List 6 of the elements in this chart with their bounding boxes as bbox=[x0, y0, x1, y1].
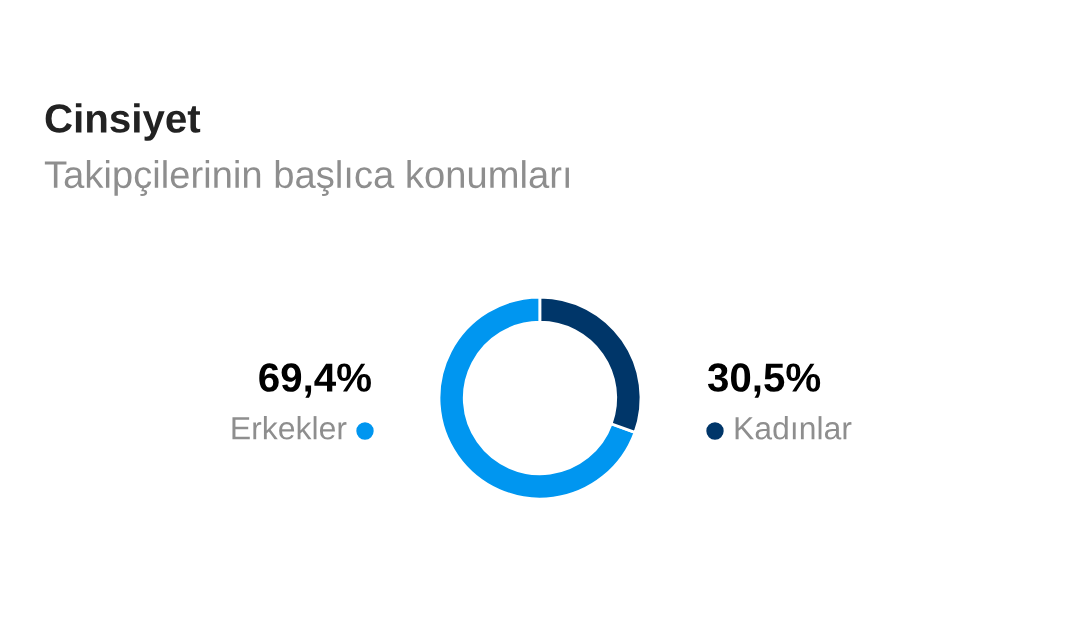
data-label: 30,5% bbox=[707, 363, 821, 398]
data-label: 69,4% bbox=[259, 363, 371, 398]
legend-label: Kadınlar bbox=[735, 416, 852, 440]
chart-title: Cinsiyet bbox=[45, 103, 201, 141]
slice-label: Erkekler bbox=[232, 416, 347, 440]
chart-subtitle: Takipçilerinin başlıca konumları bbox=[44, 160, 569, 196]
